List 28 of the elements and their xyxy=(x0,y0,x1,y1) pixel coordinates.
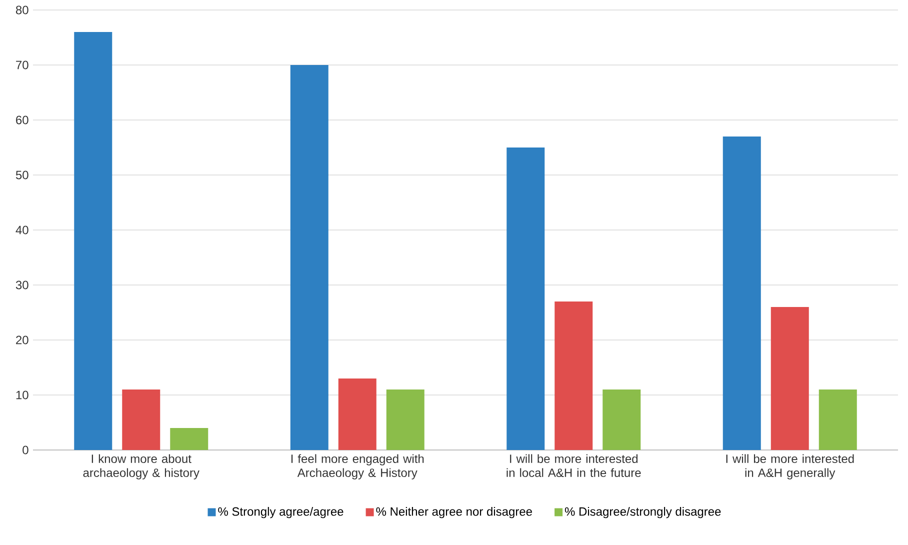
bar xyxy=(290,65,328,450)
bar xyxy=(170,428,208,450)
bar xyxy=(818,390,857,450)
y-tick-label: 50 xyxy=(16,170,28,180)
x-tick-label: I feel more engaged with Archaeology & History xyxy=(291,454,424,480)
x-tick-label: I will be more interested in local A&H in the future xyxy=(506,454,641,478)
legend-label: % Neither agree nor disagree xyxy=(376,506,532,518)
bar xyxy=(122,390,160,450)
bar xyxy=(506,148,545,450)
x-tick-label: I know more about archaeology & history xyxy=(83,454,200,480)
bar xyxy=(770,307,809,450)
bar xyxy=(338,378,376,450)
bar xyxy=(722,136,761,450)
y-tick-label: 80 xyxy=(16,6,28,14)
x-tick-label: I will be more interested in A&H generally xyxy=(726,454,854,480)
y-tick-label: 0 xyxy=(22,446,28,454)
y-tick-label: 10 xyxy=(16,390,28,400)
bar xyxy=(74,32,112,450)
bar xyxy=(554,302,593,450)
y-tick-label: 30 xyxy=(16,280,28,290)
y-tick-label: 20 xyxy=(16,336,28,344)
legend-label: % Disagree/strongly disagree xyxy=(564,506,721,518)
bar xyxy=(386,390,424,450)
legend-label: % Strongly agree/agree xyxy=(218,506,344,518)
y-tick-label: 60 xyxy=(16,116,28,124)
y-tick-label: 40 xyxy=(16,226,28,234)
y-tick-label: 70 xyxy=(16,60,28,70)
bar xyxy=(602,390,641,450)
